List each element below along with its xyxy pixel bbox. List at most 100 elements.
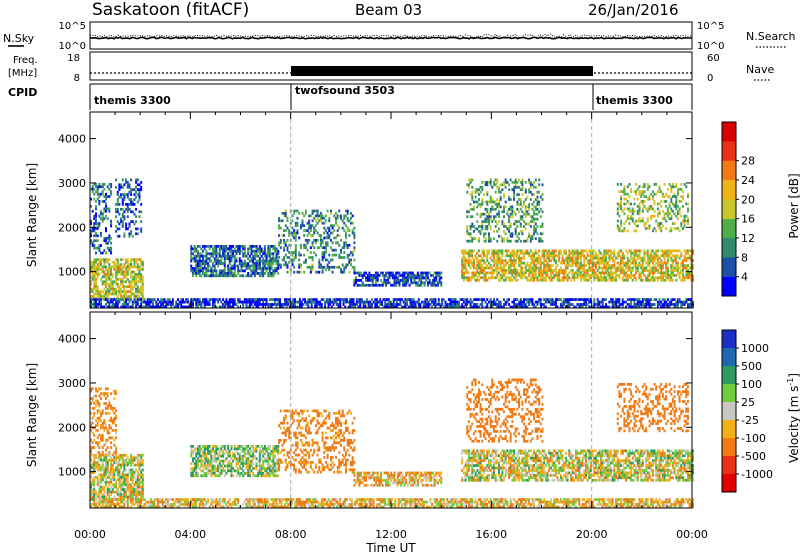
power-panel-cell [623,222,626,225]
power-panel-cell [130,292,133,296]
power-panel-cell [476,220,479,223]
power-panel-cell [210,298,213,301]
power-panel-cell [506,210,509,214]
power-panel-cell [618,254,621,258]
power-panel-cell [337,305,340,309]
power-panel-cell [645,276,648,280]
power-panel-cell [438,281,441,285]
power-panel-cell [529,271,532,275]
power-panel-cell [360,300,363,304]
power-panel-cell [605,276,607,280]
power-panel-cell [106,282,109,286]
power-panel-cell [198,252,201,256]
power-panel-cell [548,251,551,255]
power-panel-cell [670,229,673,233]
power-panel-cell [245,267,248,270]
power-panel-cell [105,195,107,198]
power-panel-cell [350,300,353,304]
power-panel-cell [311,268,314,272]
power-panel-cell [126,285,129,289]
power-panel-cell [227,274,230,278]
power-panel-cell [125,280,128,284]
power-panel-cell [371,274,374,277]
power-panel-cell [508,254,511,258]
power-panel-cell [366,283,369,287]
power-panel-cell [140,263,143,266]
power-panel-cell [543,298,546,301]
power-panel-cell [215,274,218,278]
power-panel-cell [466,210,469,214]
power-panel-cell [541,276,544,280]
power-panel-cell [267,264,270,268]
power-panel-cell [138,210,141,214]
power-panel-cell [384,303,387,306]
power-panel-cell [630,256,633,260]
power-panel-cell [521,276,524,280]
power-panel-cell [501,261,504,265]
power-panel-cell [248,303,251,306]
power-panel-cell [130,190,133,194]
power-panel-cell [469,266,472,270]
power-panel-cell [284,241,287,245]
power-panel-cell [303,243,306,247]
power-panel-cell [526,269,529,272]
power-panel-cell [223,274,226,278]
power-panel-cell [232,305,235,309]
power-panel-cell [692,251,694,255]
power-panel-cell [618,269,621,272]
power-panel-cell [498,200,500,204]
power-panel-cell [228,262,231,265]
power-panel-cell [549,298,552,301]
power-panel-cell [675,256,678,260]
power-panel-cell [518,300,521,304]
power-panel-cell [288,234,291,237]
power-panel-cell [546,261,549,265]
power-panel-cell [308,226,311,230]
power-panel-cell [146,298,149,301]
power-panel-cell [220,305,223,309]
power-panel-cell [635,219,638,223]
power-panel-colorbar-swatch [722,141,736,161]
power-panel-cell [687,209,689,213]
power-panel-cell [95,239,97,243]
power-panel-cell [496,212,499,216]
power-panel-cell [255,272,258,275]
power-panel-cell [289,298,291,301]
power-panel-cell [680,222,683,225]
power-panel-cell [135,297,138,301]
power-panel-cell [198,264,201,268]
power-panel-cell [536,212,539,216]
power-panel-cell [491,200,494,204]
power-panel-cell [656,202,659,206]
power-panel-cell [308,221,311,225]
power-panel-cell [296,224,299,228]
velocity-panel-cell [93,458,96,462]
power-panel-cell [228,274,231,278]
power-panel-cell [333,248,336,252]
power-panel-cell [101,295,104,298]
power-panel-cell [553,276,556,280]
power-panel-cell [516,185,519,189]
power-panel-cell [600,266,602,270]
power-panel-cell [608,249,611,253]
power-panel-cell [601,269,604,272]
power-panel-cell [467,276,470,280]
power-panel-cell [646,219,649,223]
power-panel-cell [683,217,686,221]
power-panel-cell [103,287,106,291]
power-panel-cell [509,234,512,238]
power-panel-cell [255,269,258,273]
power-panel-cell [683,219,686,223]
power-panel-cell [252,259,255,263]
power-panel-cell [641,266,644,270]
power-panel-cell [230,300,233,304]
velocity-panel-cell [91,483,94,487]
power-panel-cell [474,237,477,241]
power-panel-cell [519,217,522,221]
power-panel-cell [113,290,116,293]
power-panel-cell [243,269,246,273]
power-panel-cell [383,279,386,282]
power-panel-cell [98,185,101,189]
power-panel-cell [503,207,505,211]
power-panel-cell [324,243,327,247]
